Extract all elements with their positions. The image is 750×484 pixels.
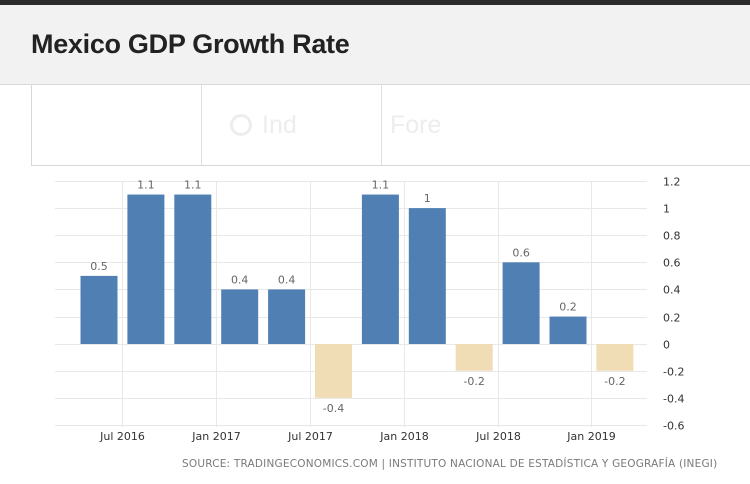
y-tick-label: 0.4 (663, 284, 681, 297)
y-tick-label: -0.6 (663, 420, 684, 433)
y-tick-label: 1 (663, 203, 670, 216)
chart-x-axis: Jul 2016 Jan 2017 Jul 2017 Jan 2018 Jul 2018… (99, 430, 616, 443)
data-label: -0.2 (604, 375, 625, 388)
tab-indicators[interactable]: Ind (202, 85, 382, 165)
bar (80, 275, 118, 344)
data-label: 0.2 (559, 301, 577, 314)
tab-label: Fore (390, 110, 442, 139)
bar (455, 344, 493, 371)
bar (502, 262, 540, 344)
data-label: 0.4 (278, 273, 296, 286)
y-tick-label: -0.4 (663, 393, 684, 406)
search-icon (230, 114, 252, 136)
x-tick-label: Jan 2017 (191, 430, 240, 443)
data-label: 0.4 (231, 273, 249, 286)
x-tick-label: Jan 2019 (566, 430, 615, 443)
tab-summary[interactable] (32, 85, 202, 165)
bar (596, 344, 634, 371)
x-tick-label: Jul 2017 (287, 430, 333, 443)
chart-grid (55, 181, 647, 427)
y-tick-label: 0 (663, 339, 670, 352)
tab-bar: Ind Fore (31, 85, 750, 166)
bar (315, 344, 352, 398)
x-tick-label: Jul 2018 (475, 430, 521, 443)
data-label: -0.4 (323, 402, 344, 415)
data-label: -0.2 (463, 375, 484, 388)
bar (361, 194, 399, 344)
header: Mexico GDP Growth Rate (0, 5, 750, 85)
data-label: 1.1 (137, 179, 155, 192)
source-note: SOURCE: TRADINGECONOMICS.COM | INSTITUTO… (182, 458, 718, 470)
data-label: 1.1 (184, 179, 202, 192)
y-tick-label: 1.2 (663, 176, 681, 189)
y-tick-label: 0.2 (663, 312, 681, 325)
page-title: Mexico GDP Growth Rate (31, 29, 350, 59)
y-tick-label: -0.2 (663, 366, 684, 379)
x-tick-label: Jan 2018 (379, 430, 428, 443)
bar (268, 289, 306, 344)
top-bar (0, 0, 750, 5)
bar (549, 316, 587, 344)
x-tick-label: Jul 2016 (99, 430, 145, 443)
y-tick-label: 0.8 (663, 230, 681, 243)
data-label: 0.6 (512, 246, 530, 259)
tab-forecast[interactable]: Fore (382, 85, 750, 165)
chart-value-labels: 0.5 1.1 1.1 0.4 0.4 -0.4 1.1 1 -0.2 0.6 0.2 -0.2 (90, 179, 625, 415)
y-tick-label: 0.6 (663, 257, 681, 270)
bar (174, 194, 212, 344)
bar (127, 194, 165, 344)
data-label: 0.5 (90, 260, 108, 273)
chart-bars (80, 194, 634, 398)
data-label: 1.1 (372, 179, 390, 192)
bar (221, 289, 259, 344)
tab-label: Ind (262, 110, 297, 139)
chart-y-axis: 1.2 1 0.8 0.6 0.4 0.2 0 -0.2 -0.4 -0.6 (663, 176, 684, 433)
data-label: 1 (424, 192, 431, 205)
bar (408, 208, 446, 344)
